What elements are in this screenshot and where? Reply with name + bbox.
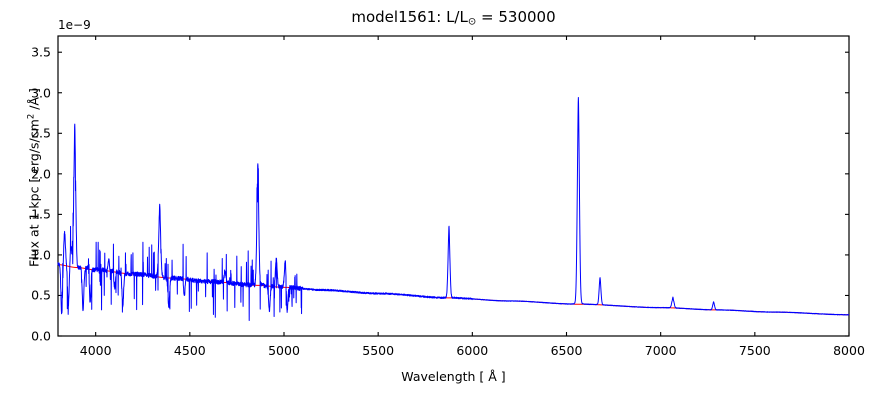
continuum-curve <box>57 264 850 316</box>
y-tick-label: 2.5 <box>31 125 51 141</box>
x-axis-label: Wavelength [ Å ] <box>401 369 506 384</box>
x-tick-label: 5000 <box>268 343 300 358</box>
y-tick-label: 3.5 <box>31 44 51 60</box>
x-tick-label: 4000 <box>79 343 112 358</box>
spectrum-curve <box>57 97 850 322</box>
plot-title: model1561: L/L⊙ = 530000 <box>58 8 849 28</box>
plot-title-rest: = 530000 <box>476 8 556 26</box>
x-tick-label: 8000 <box>833 343 865 358</box>
y-tick-label: 2.0 <box>31 166 51 182</box>
x-tick-label: 5500 <box>362 343 395 358</box>
plot-title-subscript: ⊙ <box>467 16 477 28</box>
x-tick-label: 7500 <box>738 343 771 358</box>
data-curves <box>57 97 850 322</box>
y-tick-label: 1.0 <box>31 247 51 263</box>
x-tick-label: 6000 <box>456 343 489 358</box>
y-tick-label: 0.0 <box>31 328 51 344</box>
x-tick-label: 6500 <box>550 343 583 358</box>
y-tick-label: 1.5 <box>31 206 51 222</box>
y-tick-label: 0.5 <box>31 287 51 303</box>
axis-tick-marks <box>58 36 850 337</box>
axes-frame <box>57 35 850 337</box>
y-tick-label: 3.0 <box>31 85 51 101</box>
x-tick-label: 4500 <box>173 343 206 358</box>
plot-title-main: model1561: L/L <box>351 8 468 26</box>
y-axis-offset-text: 1e−9 <box>58 18 91 32</box>
x-tick-label: 7000 <box>644 343 677 358</box>
